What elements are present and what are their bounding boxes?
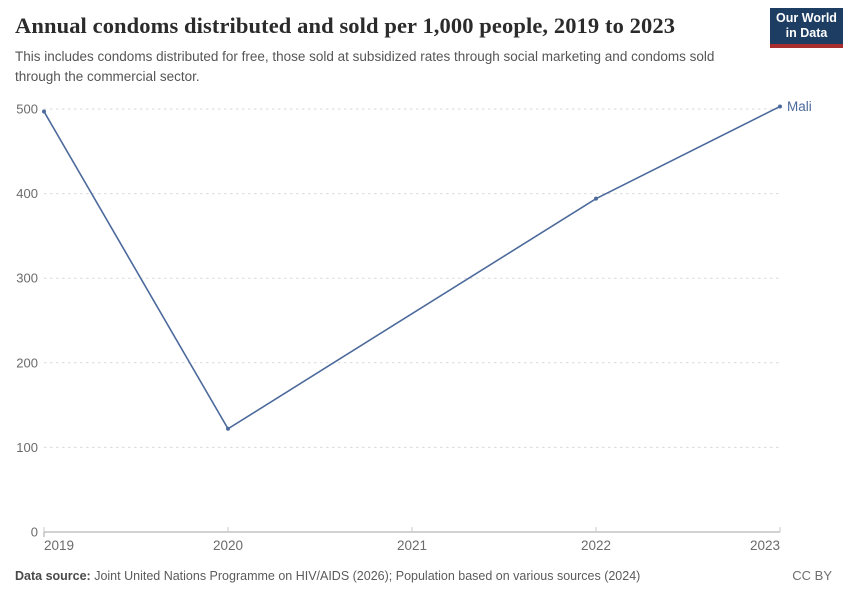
y-tick-label: 0: [31, 525, 38, 540]
x-tick-label: 2021: [397, 538, 427, 553]
y-tick-label: 500: [16, 102, 38, 117]
chart-svg: 0 100 200 300 400 500 2019 2020 2021 2022 2023 Mali: [16, 99, 812, 553]
data-point[interactable]: [778, 104, 782, 109]
x-tick-label: 2020: [213, 538, 243, 553]
x-tick-label: 2022: [581, 538, 611, 553]
data-point[interactable]: [594, 196, 598, 201]
y-tick-label: 200: [16, 355, 38, 370]
y-tick-label: 400: [16, 186, 38, 201]
y-tick-label: 300: [16, 271, 38, 286]
page-title: Annual condoms distributed and sold per …: [15, 13, 676, 38]
chart-subtitle: This includes condoms distributed for fr…: [15, 49, 715, 84]
chart-header: Annual condoms distributed and sold per …: [15, 12, 760, 86]
data-point[interactable]: [226, 426, 230, 431]
owid-logo-line2: in Data: [785, 26, 828, 41]
plot-area: 0 100 200 300 400 500 2019 2020 2021 2022 2023 Mali: [0, 95, 850, 560]
data-source-label: Data source:: [15, 569, 91, 583]
data-line[interactable]: [43, 105, 781, 430]
license-badge[interactable]: CC BY: [792, 568, 832, 583]
owid-logo-line1: Our World: [776, 11, 837, 25]
x-tick-label: 2023: [750, 538, 780, 553]
x-tick-label: 2019: [44, 538, 74, 553]
data-source-text: Joint United Nations Programme on HIV/AI…: [90, 569, 641, 583]
y-tick-label: 100: [16, 440, 38, 455]
owid-logo: Our World in Data: [770, 8, 843, 48]
series-end-label[interactable]: Mali: [787, 99, 812, 114]
data-source-note: Data source: Joint United Nations Progra…: [15, 568, 835, 584]
data-point[interactable]: [42, 109, 46, 114]
